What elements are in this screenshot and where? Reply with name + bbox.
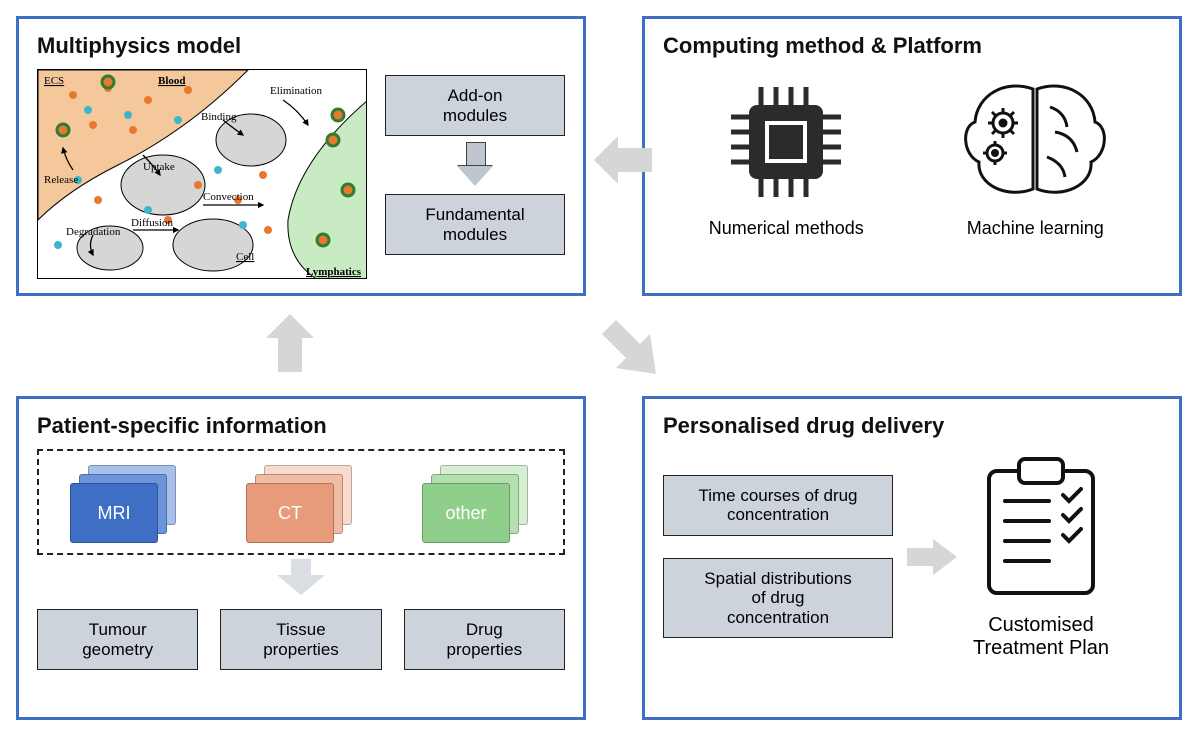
connector-arrow-up (260, 312, 320, 372)
imaging-stack-ct: CT (246, 465, 356, 543)
customised-plan-label: Customised Treatment Plan (971, 614, 1111, 660)
tumour-geometry-box: Tumour geometry (37, 609, 198, 670)
process-label: Elimination (270, 85, 322, 97)
panel-delivery: Personalised drug delivery Time courses … (642, 396, 1182, 720)
panel-title-computing: Computing method & Platform (663, 33, 1161, 59)
imaging-stack-mri: MRI (70, 465, 180, 543)
brain-icon (955, 77, 1115, 207)
tissue-properties-box: Tissue properties (220, 609, 381, 670)
process-label: Degradation (66, 226, 121, 238)
derived-properties-row: Tumour geometry Tissue properties Drug p… (37, 609, 565, 670)
process-label: Binding (201, 111, 237, 123)
arrow-down-icon (271, 555, 331, 599)
panel-title-delivery: Personalised drug delivery (663, 413, 1161, 439)
panel-title-patient: Patient-specific information (37, 413, 565, 439)
imaging-types-box: MRI CT other (37, 449, 565, 555)
process-label: Diffusion (131, 217, 173, 229)
process-label: Uptake (143, 161, 175, 173)
drug-properties-box: Drug properties (404, 609, 565, 670)
arrow-right-icon (907, 539, 957, 575)
computing-label-numerical: Numerical methods (709, 218, 864, 239)
connector-arrow-diag (596, 312, 666, 382)
panel-multiphysics: Multiphysics model (16, 16, 586, 296)
time-courses-box: Time courses of drug concentration (663, 475, 893, 536)
imaging-stack-other: other (422, 465, 532, 543)
process-label: Release (44, 174, 78, 186)
region-label-ecs: ECS (44, 75, 64, 87)
connector-arrow-left (592, 130, 652, 190)
arrow-down-icon (457, 142, 493, 188)
multiphysics-illustration: ECS Blood Lymphatics Cell Elimination Bi… (37, 69, 367, 279)
clipboard-check-icon (971, 453, 1111, 603)
panel-patient: Patient-specific information MRI CT othe… (16, 396, 586, 720)
panel-title-multiphysics: Multiphysics model (37, 33, 565, 59)
process-label: Convection (203, 191, 254, 203)
spatial-distributions-box: Spatial distributions of drug concentrat… (663, 558, 893, 639)
region-label-blood: Blood (158, 75, 186, 87)
region-label-lymphatics: Lymphatics (306, 266, 362, 278)
addon-modules-box: Add-on modules (385, 75, 565, 136)
panel-computing: Computing method & Platform Numerical me… (642, 16, 1182, 296)
region-label-cell: Cell (236, 251, 254, 263)
chip-icon (721, 77, 851, 207)
computing-label-ml: Machine learning (955, 218, 1115, 239)
fundamental-modules-box: Fundamental modules (385, 194, 565, 255)
